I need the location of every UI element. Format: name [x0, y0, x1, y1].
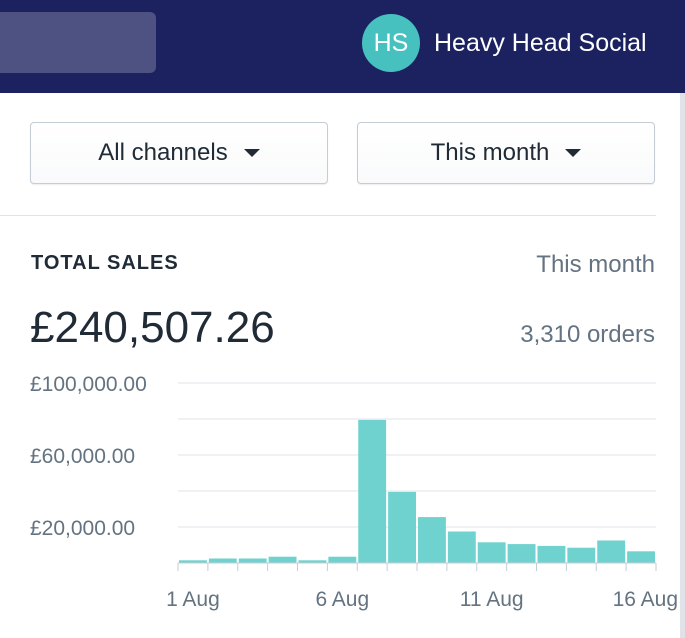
total-sales-value: £240,507.26 [30, 303, 275, 352]
caret-down-icon [243, 149, 260, 157]
bar [298, 560, 327, 563]
x-tick-label: 16 Aug [613, 588, 678, 611]
card-title: TOTAL SALES [31, 252, 179, 274]
bar [388, 491, 416, 563]
top-bar: HS Heavy Head Social [0, 0, 685, 93]
x-tick-label: 1 Aug [166, 588, 220, 611]
y-tick-label: £60,000.00 [30, 445, 135, 468]
x-tick-label: 6 Aug [315, 588, 369, 611]
bar [537, 545, 566, 563]
section-divider [0, 215, 656, 216]
bar [328, 556, 357, 563]
caret-down-icon [565, 149, 582, 157]
bar [268, 556, 297, 563]
period-filter-button[interactable]: This month [357, 122, 655, 184]
bar [418, 517, 446, 563]
x-tick-label: 11 Aug [460, 588, 524, 611]
channel-filter-label: All channels [98, 139, 228, 166]
bar [447, 531, 476, 563]
bar [208, 558, 237, 563]
bar [597, 540, 626, 563]
period-filter-label: This month [430, 139, 550, 166]
search-field[interactable] [0, 12, 156, 73]
channel-filter-button[interactable]: All channels [30, 122, 328, 184]
store-avatar[interactable]: HS [362, 14, 420, 72]
bar [477, 542, 506, 563]
bar [238, 558, 267, 563]
bar [179, 560, 207, 563]
card-period-label: This month [536, 251, 655, 278]
y-tick-label: £20,000.00 [30, 517, 135, 540]
orders-count: 3,310 orders [520, 321, 655, 348]
bar [627, 551, 655, 563]
store-name[interactable]: Heavy Head Social [434, 29, 647, 57]
bar [358, 419, 387, 563]
sales-bar-chart: £100,000.00 £60,000.00 £20,000.00 1 Aug 6 A… [30, 373, 678, 611]
y-tick-label: £100,000.00 [30, 373, 147, 396]
panel-edge [680, 93, 685, 638]
bar [567, 547, 596, 563]
bar [507, 544, 536, 563]
